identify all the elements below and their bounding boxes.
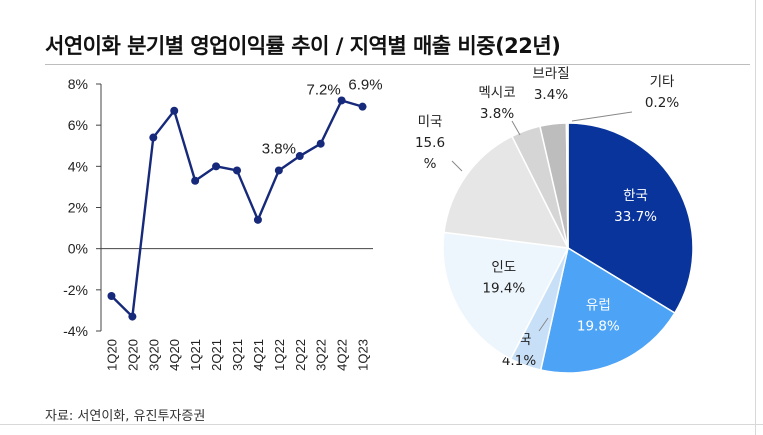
slice-value-line: 0.2% <box>645 95 679 111</box>
data-point-2q20 <box>128 312 137 321</box>
x-tick-label: 1Q23 <box>356 339 371 371</box>
page-title: 서연이화 분기별 영업이익률 추이 / 지역별 매출 비중(22년) <box>45 34 561 58</box>
slice-value-line: 19.4% <box>482 281 525 297</box>
data-point-4q21 <box>253 215 262 224</box>
data-point-2q21 <box>212 162 221 171</box>
x-tick-label: 4Q20 <box>167 339 182 371</box>
slice-value-label: 33.7% <box>614 209 657 225</box>
data-point-1q21 <box>191 176 200 185</box>
slice-value-label: 3.8% <box>480 106 514 122</box>
data-point-3q21 <box>233 166 241 175</box>
data-point-3q22 <box>316 139 325 148</box>
title-divider <box>45 64 750 65</box>
pie-chart-region-share: 한국33.7%유럽19.8%중국4.1%인도19.4%미국15.6%멕시코3.8… <box>415 66 694 374</box>
data-point-3q20 <box>149 133 158 142</box>
margin-series-line <box>110 99 363 318</box>
pie-slice-4 <box>443 135 570 249</box>
slice-name-label: 미국 <box>418 114 443 130</box>
slice-value-line: 3.4% <box>534 87 568 103</box>
x-tick-label: 4Q22 <box>335 339 350 371</box>
y-tick-label: -4% <box>63 323 88 339</box>
data-label: 7.2% <box>307 81 341 98</box>
leader-line-7 <box>571 111 633 122</box>
leader-line-5 <box>511 120 521 136</box>
slice-value-label: 19.8% <box>577 318 620 334</box>
y-tick-label: 2% <box>68 200 88 216</box>
slice-name-label: 기타 <box>650 74 675 90</box>
x-tick-label: 4Q21 <box>251 339 266 371</box>
slice-value-line: 33.7% <box>614 209 657 225</box>
slice-value-line: 15.6 <box>415 135 445 151</box>
slice-value-line: 19.8% <box>577 318 620 334</box>
x-tick-label: 3Q21 <box>230 339 245 371</box>
data-label: 6.9% <box>348 77 382 94</box>
data-point-1q20 <box>107 292 116 301</box>
slice-value-label: 3.4% <box>534 87 568 103</box>
y-tick-label: 0% <box>68 241 88 257</box>
slice-value-label: 19.4% <box>482 281 525 297</box>
x-tick-label: 3Q20 <box>146 339 161 371</box>
slice-name-label: 유럽 <box>586 297 611 313</box>
y-tick-label: 8% <box>68 76 88 92</box>
pie-slice-1 <box>539 246 676 374</box>
slice-value-line: 3.8% <box>480 106 514 122</box>
leader-line-2 <box>538 317 549 332</box>
x-tick-label: 1Q22 <box>272 339 287 371</box>
y-tick-label: 4% <box>68 158 88 174</box>
x-tick-label: 3Q22 <box>314 339 329 371</box>
data-point-1q22 <box>274 166 283 175</box>
slice-name-label: 멕시코 <box>478 85 515 101</box>
data-label: 3.8% <box>262 140 296 157</box>
pie-slice-0 <box>567 122 694 315</box>
y-tick-label: 6% <box>68 117 88 133</box>
data-point-4q22 <box>337 96 346 105</box>
slice-name-label: 브라질 <box>532 66 569 82</box>
x-tick-label: 2Q20 <box>125 339 140 371</box>
y-tick-label: -2% <box>63 282 88 298</box>
data-point-4q20 <box>170 106 179 115</box>
slice-value-label: 15.6% <box>415 135 445 172</box>
data-point-2q22 <box>295 152 304 161</box>
pie-slice-3 <box>442 231 570 361</box>
line-chart-margin: 8% 6% 4% 2% 0% -2% -4% 1Q20 2Q20 3Q20 4Q20 1Q21 2Q21… <box>63 76 383 371</box>
frame-border-bottom <box>0 424 763 425</box>
slice-value-label: 0.2% <box>645 95 679 111</box>
source-note: 자료: 서연이화, 유진투자증권 <box>45 409 206 424</box>
slice-name-label: 한국 <box>623 188 648 204</box>
x-tick-label: 1Q21 <box>188 339 203 371</box>
x-tick-label: 2Q21 <box>209 339 224 371</box>
frame-border-right <box>755 0 756 435</box>
leader-line-4 <box>451 160 463 172</box>
pie-slice-7 <box>565 122 569 249</box>
slice-name-label: 인도 <box>491 260 516 276</box>
slice-value-line: % <box>424 156 437 172</box>
data-point-1q23 <box>358 102 367 111</box>
x-tick-label: 1Q20 <box>104 339 119 371</box>
x-tick-label: 2Q22 <box>293 339 308 371</box>
